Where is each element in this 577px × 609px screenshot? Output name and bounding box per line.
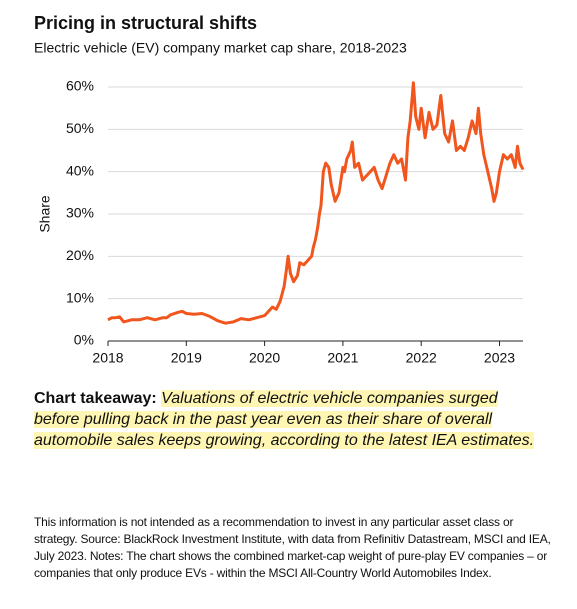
y-tick-label: 10% <box>66 289 94 305</box>
footnote: This information is not intended as a re… <box>34 515 551 580</box>
chart-title: Pricing in structural shifts <box>34 13 257 33</box>
chart: Pricing in structural shifts Electric ve… <box>34 13 525 366</box>
y-tick-label: 30% <box>66 205 94 221</box>
x-tick-label: 2022 <box>406 350 437 366</box>
x-tick-label: 2019 <box>171 350 202 366</box>
x-tick-label: 2023 <box>484 350 515 366</box>
takeaway-label: Chart takeaway: <box>34 390 157 407</box>
y-tick-label: 60% <box>66 78 94 94</box>
chart-subtitle: Electric vehicle (EV) company market cap… <box>34 40 407 56</box>
y-tick-label: 50% <box>66 120 94 136</box>
takeaway: Chart takeaway: Valuations of electric v… <box>34 388 544 451</box>
x-tick-label: 2020 <box>249 350 280 366</box>
y-axis-label: Share <box>37 195 53 233</box>
line <box>107 81 525 325</box>
y-tick-label: 20% <box>66 247 94 263</box>
x-tick-label: 2021 <box>327 350 358 366</box>
y-tick-label: 40% <box>66 162 94 178</box>
x-tick-label: 2018 <box>92 350 123 366</box>
y-tick-label: 0% <box>74 332 94 348</box>
